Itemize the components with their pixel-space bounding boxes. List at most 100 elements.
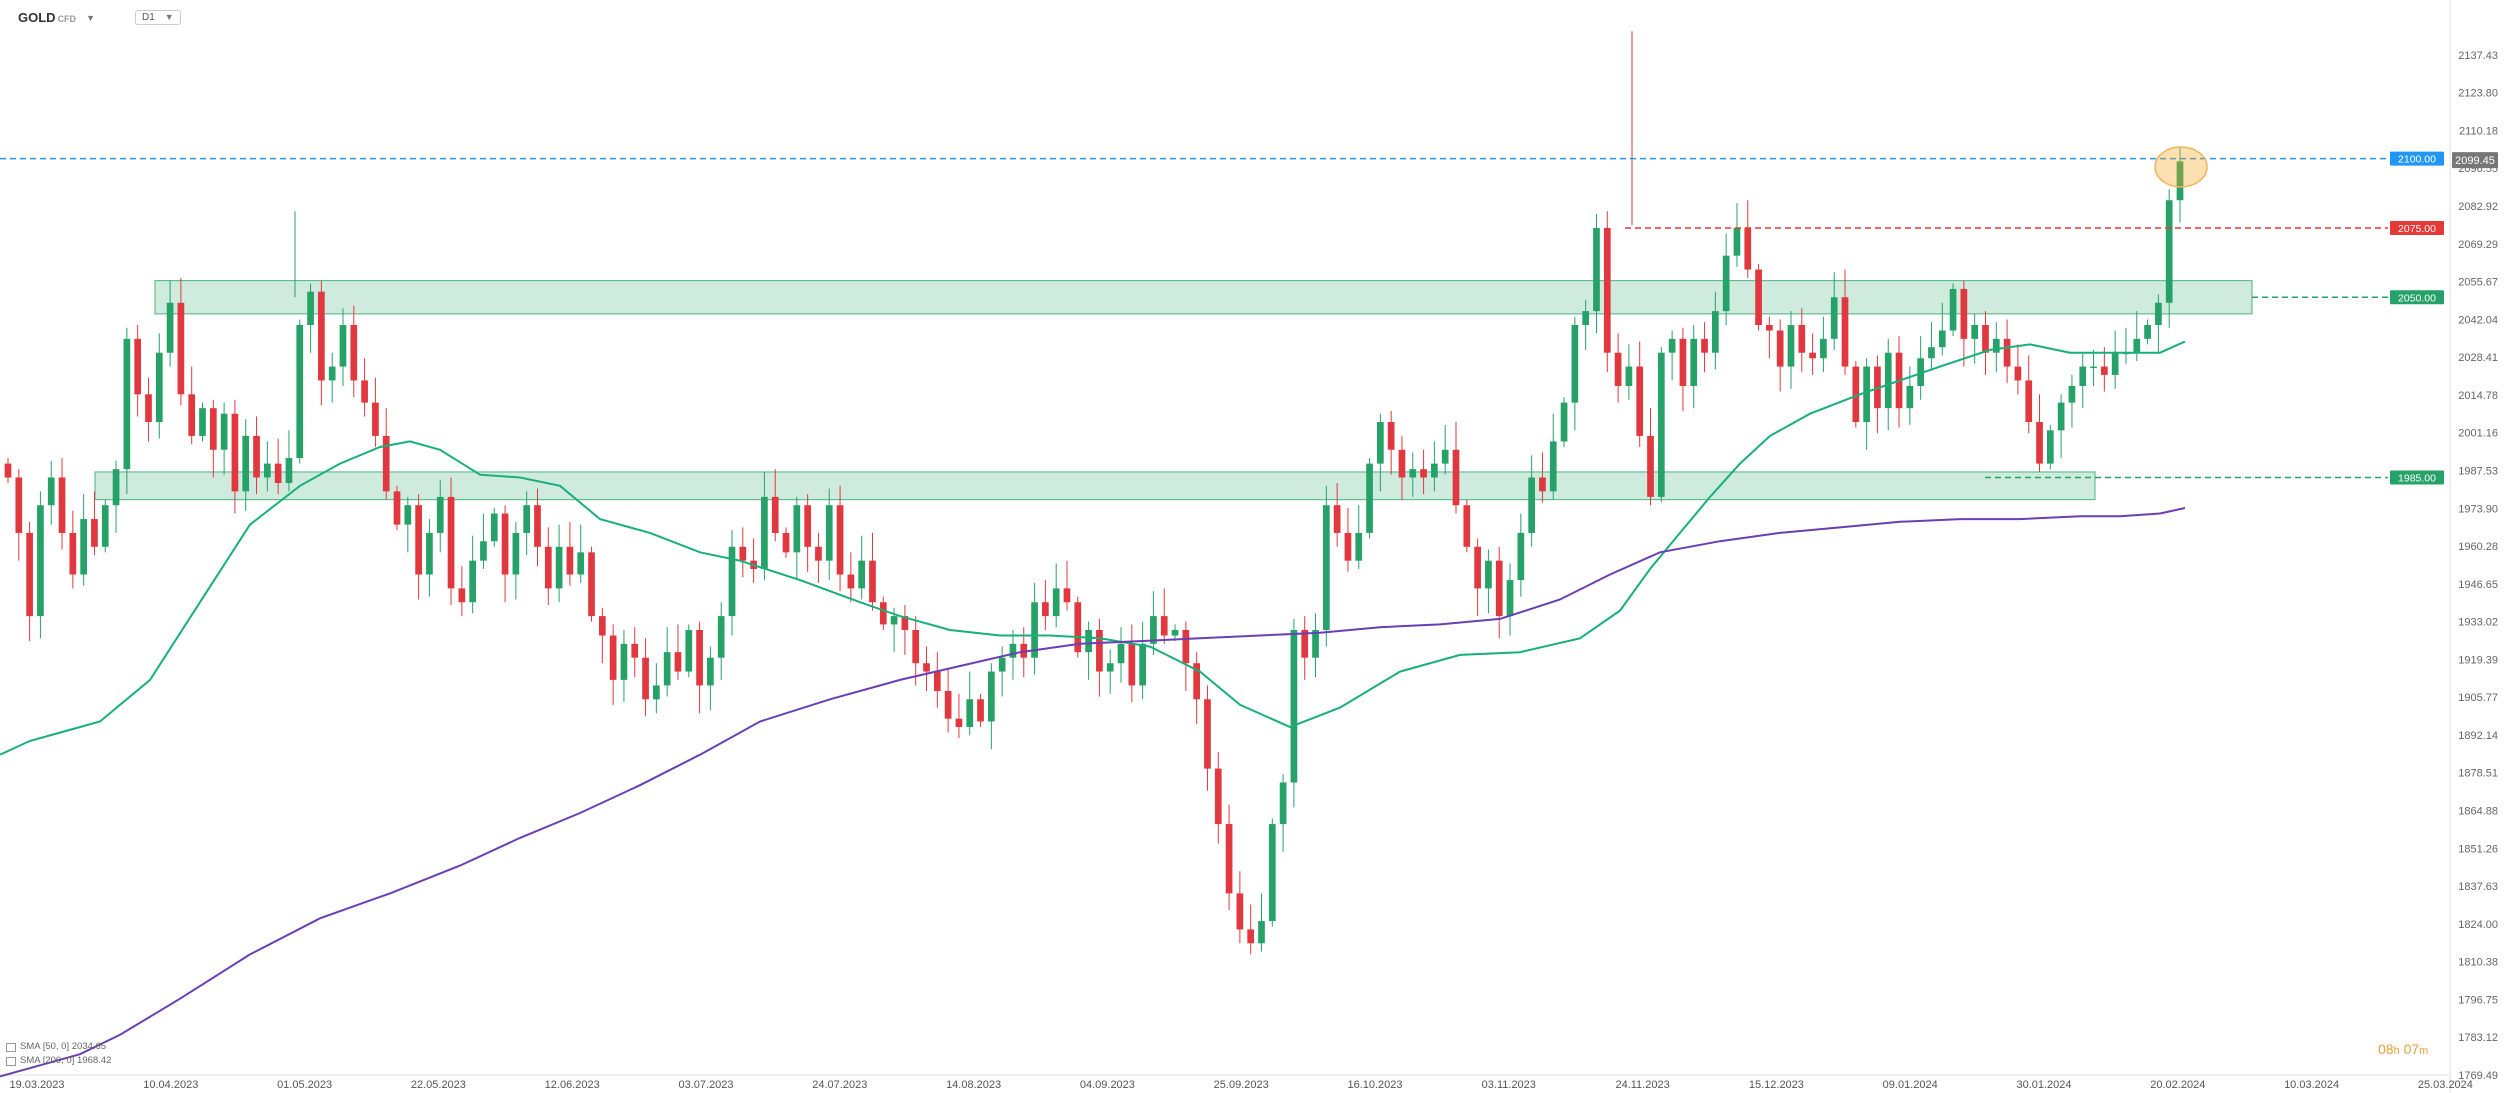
level-label: 2050.00: [2398, 292, 2436, 304]
indicator-settings-icon[interactable]: [6, 1042, 16, 1052]
level-label: 2075.00: [2398, 223, 2436, 235]
candle-body: [1787, 324, 1795, 367]
x-tick-label: 25.09.2023: [1214, 1079, 1269, 1091]
candle-body: [804, 505, 811, 547]
candle-body: [1096, 629, 1103, 672]
candle-body: [707, 657, 714, 686]
candle-body: [1128, 643, 1136, 686]
candle-body: [2068, 385, 2076, 403]
candle-body: [26, 532, 33, 617]
candle-body: [577, 552, 585, 575]
candle-body: [1225, 824, 1233, 894]
candle-body: [1409, 469, 1417, 478]
candle-body: [1485, 560, 1492, 589]
candle-body: [1852, 366, 1860, 423]
support-resistance-zone: [94, 471, 2096, 501]
candle-body: [901, 616, 909, 630]
support-resistance-zone: [154, 280, 2253, 315]
indicator-settings-icon[interactable]: [6, 1056, 16, 1066]
candle-body: [1809, 352, 1816, 359]
candle-body: [836, 505, 844, 575]
level-label-bg: [2390, 290, 2444, 305]
candle-body: [188, 394, 196, 436]
candle-body: [1387, 422, 1395, 450]
timeframe-select[interactable]: D1 ▼: [134, 10, 181, 25]
candle-body: [523, 505, 531, 533]
candle-body: [2101, 366, 2108, 375]
candle-body: [1971, 324, 1979, 339]
level-label: 2100.00: [2398, 154, 2436, 166]
candle-body: [447, 496, 455, 589]
candle-body: [696, 629, 703, 686]
candle-body: [1841, 297, 1849, 367]
candle-body: [685, 629, 693, 672]
y-tick-label: 1960.28: [2458, 541, 2498, 553]
candle-body: [1884, 352, 1892, 409]
legend-sma50[interactable]: SMA [50, 0] 2034.65: [6, 1040, 111, 1054]
candle-body: [47, 477, 55, 506]
candle-body: [1420, 469, 1427, 478]
candle-body: [1301, 629, 1309, 658]
candle-body: [1776, 330, 1784, 367]
candle-body: [955, 718, 963, 728]
legend-sma200[interactable]: SMA [200, 0] 1968.42: [6, 1054, 111, 1068]
candle-body: [2014, 366, 2022, 381]
candle-body: [609, 635, 617, 680]
candle-body: [1441, 449, 1449, 464]
x-tick-label: 25.03.2024: [2418, 1079, 2473, 1091]
candle-body: [318, 291, 325, 381]
candle-body: [58, 477, 66, 533]
x-tick-label: 24.07.2023: [812, 1079, 867, 1091]
y-tick-label: 1824.00: [2458, 919, 2498, 931]
candle-body: [166, 302, 174, 353]
level-label-bg: [2390, 151, 2444, 166]
candle-body: [1549, 441, 1557, 492]
candle-body: [1582, 311, 1590, 325]
candle-body: [1193, 663, 1201, 700]
candle-body: [1571, 324, 1579, 403]
candle-body: [890, 616, 898, 625]
candle-body: [1863, 366, 1870, 423]
candle-body: [1085, 629, 1092, 653]
candle-body: [1247, 929, 1255, 944]
candle-body: [1074, 602, 1082, 653]
candle-body: [588, 552, 595, 617]
candle-body: [1636, 366, 1644, 436]
candle-body: [1928, 347, 1935, 359]
candle-body: [987, 671, 995, 722]
timeframe-value: D1: [141, 12, 155, 23]
candle-body: [933, 671, 941, 691]
candle-body: [2111, 352, 2119, 375]
candle-body: [1355, 532, 1363, 561]
candle-body: [1160, 616, 1168, 636]
symbol-dropdown-icon[interactable]: ▼: [86, 12, 95, 23]
x-tick-label: 04.09.2023: [1080, 1079, 1135, 1091]
candle-body: [1333, 505, 1341, 533]
symbol-type: CFD: [57, 14, 77, 24]
candle-body: [361, 380, 368, 403]
candle-body: [1268, 824, 1276, 922]
candle-body: [1009, 643, 1017, 658]
candle-body: [825, 505, 833, 561]
candle-body: [80, 519, 87, 575]
candle-body: [101, 505, 109, 547]
candle-body: [1539, 477, 1546, 492]
candle-body: [977, 699, 984, 722]
candle-body: [4, 463, 12, 478]
candle-body: [231, 413, 239, 492]
candle-body: [274, 463, 282, 484]
candle-body: [296, 324, 304, 459]
candle-body: [2079, 366, 2087, 386]
candle-body: [631, 643, 639, 658]
y-tick-label: 2028.41: [2458, 352, 2498, 364]
candle-body: [415, 505, 422, 575]
candle-body: [220, 413, 228, 450]
candle-body: [1312, 629, 1319, 658]
candle-countdown: 08h 07m: [2378, 1041, 2429, 1057]
candle-body: [1452, 449, 1460, 506]
candle-body: [674, 652, 682, 672]
candle-body: [1258, 921, 1265, 944]
symbol-name[interactable]: GOLD CFD: [18, 10, 77, 25]
candle-body: [426, 532, 433, 575]
